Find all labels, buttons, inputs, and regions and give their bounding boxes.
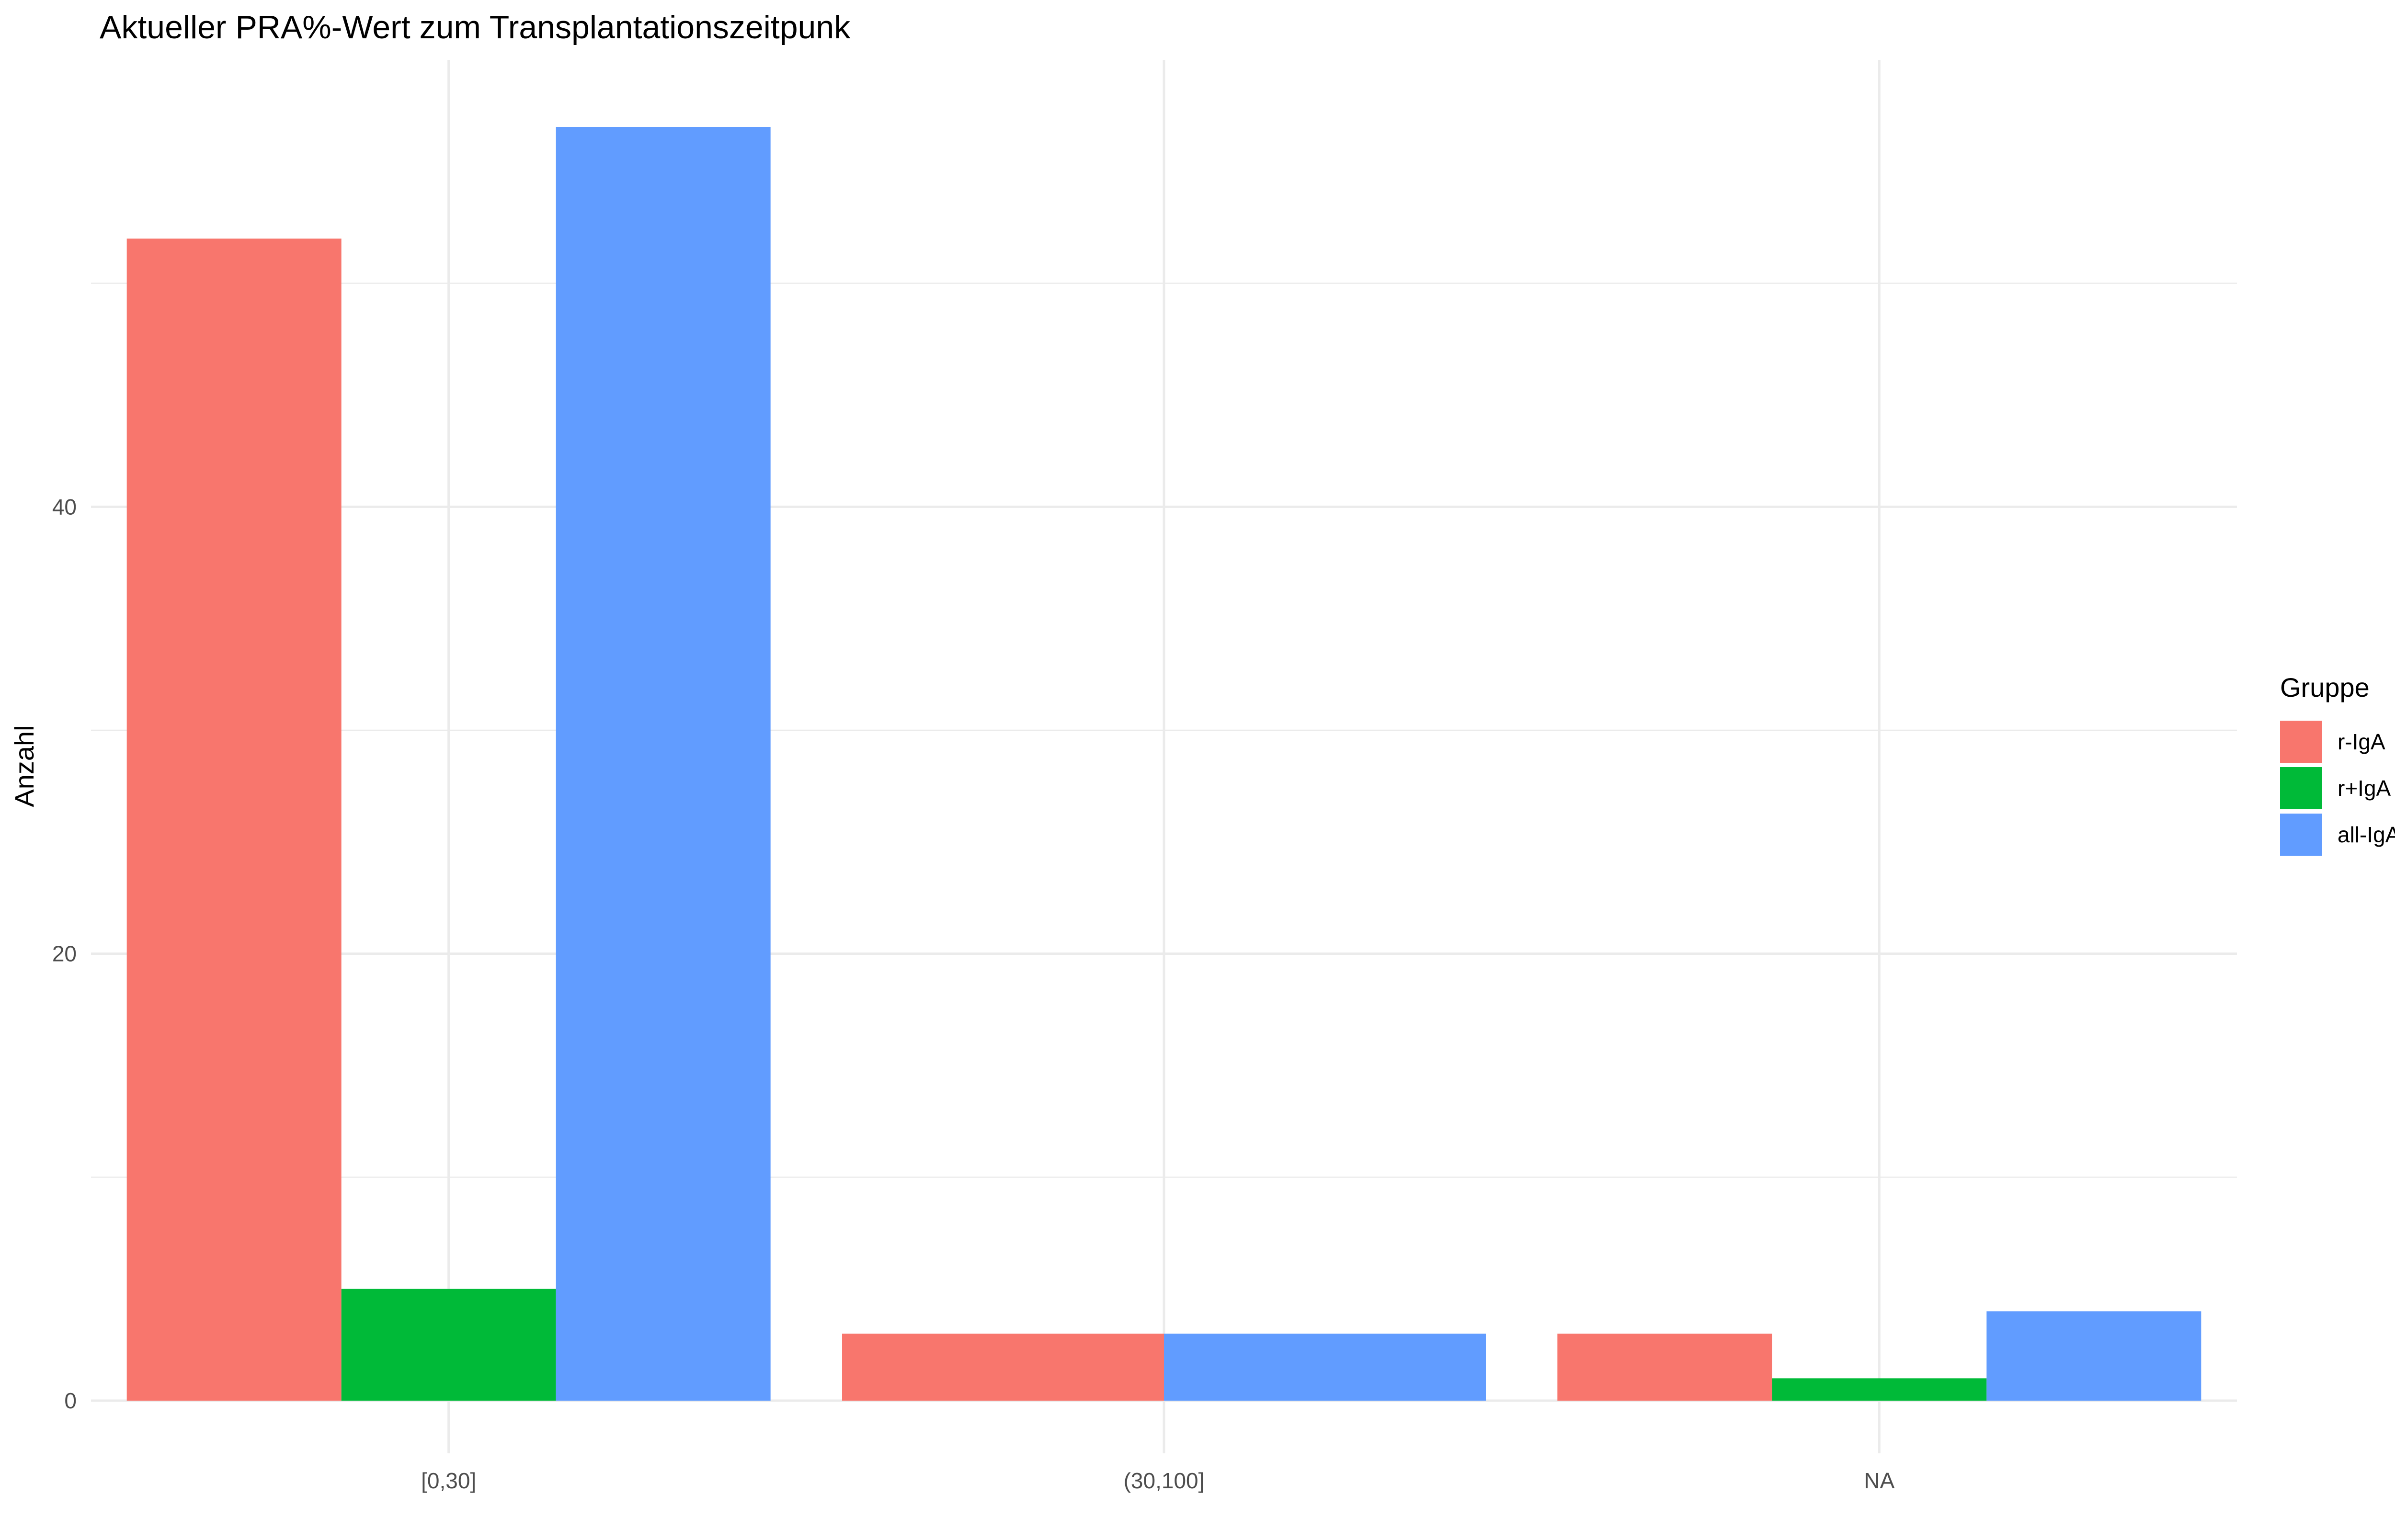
bar [1986,1311,2201,1401]
legend-label: r-IgA [2338,729,2385,754]
x-tick-label: [0,30] [421,1468,476,1493]
legend-swatch [2280,814,2322,856]
bar [341,1289,556,1401]
y-axis-title: Anzahl [9,725,39,807]
gridlines [91,60,2237,1453]
bars [126,127,2201,1401]
bar [1557,1334,1772,1401]
bar [126,238,342,1401]
y-tick-labels: 0 20 40 [52,494,77,1413]
legend-swatch [2280,767,2322,809]
y-tick-label: 20 [52,941,77,966]
legend-label: all-IgA [2338,822,2395,847]
bar [1164,1334,1486,1401]
x-tick-label: NA [1864,1468,1894,1493]
chart-title: Aktueller PRA%-Wert zum Transplantations… [100,9,851,45]
x-tick-label: (30,100] [1124,1468,1205,1493]
legend: Gruppe r-IgA r+IgA all-IgA [2280,672,2395,856]
legend-label: r+IgA [2338,776,2391,801]
bar [556,127,771,1401]
x-tick-labels: [0,30] (30,100] NA [421,1468,1894,1493]
bar [1772,1378,1987,1401]
legend-title: Gruppe [2280,672,2370,702]
y-tick-label: 40 [52,494,77,519]
y-tick-label: 0 [64,1388,77,1413]
legend-swatch [2280,721,2322,763]
bar [842,1334,1164,1401]
